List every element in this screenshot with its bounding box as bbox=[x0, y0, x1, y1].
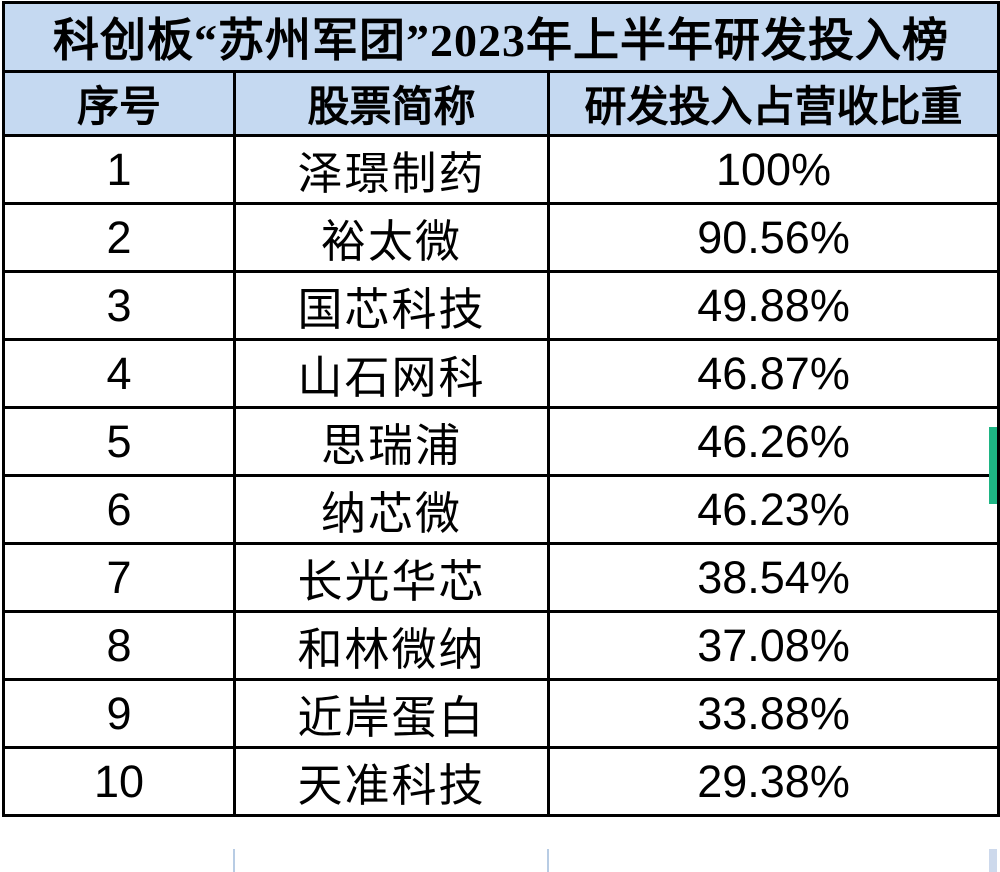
stock-name-cell[interactable]: 泽璟制药 bbox=[233, 134, 550, 205]
stock-name-cell[interactable]: 裕太微 bbox=[233, 202, 550, 273]
gridline-stub bbox=[547, 849, 549, 872]
rank-cell[interactable]: 5 bbox=[2, 406, 236, 477]
rank-cell[interactable]: 10 bbox=[2, 746, 236, 817]
table-row: 10 天准科技 29.38% bbox=[2, 746, 1000, 817]
table-row: 8 和林微纳 37.08% bbox=[2, 610, 1000, 681]
ratio-cell[interactable]: 90.56% bbox=[546, 202, 1000, 273]
gridline-stub bbox=[989, 849, 997, 872]
table-row: 9 近岸蛋白 33.88% bbox=[2, 678, 1000, 749]
table-row: 3 国芯科技 49.88% bbox=[2, 270, 1000, 341]
stock-name-cell[interactable]: 纳芯微 bbox=[233, 474, 550, 545]
rank-cell[interactable]: 9 bbox=[2, 678, 236, 749]
table-title[interactable]: 科创板“苏州军团”2023年上半年研发投入榜 bbox=[1, 1, 1000, 73]
spreadsheet-region: 科创板“苏州军团”2023年上半年研发投入榜 序号 股票简称 研发投入占营收比重… bbox=[1, 1, 1000, 817]
table-row: 4 山石网科 46.87% bbox=[2, 338, 1000, 409]
ratio-cell[interactable]: 29.38% bbox=[546, 746, 1000, 817]
stock-name-cell[interactable]: 思瑞浦 bbox=[233, 406, 550, 477]
table-row: 2 裕太微 90.56% bbox=[2, 202, 1000, 273]
rd-investment-table: 科创板“苏州军团”2023年上半年研发投入榜 序号 股票简称 研发投入占营收比重… bbox=[1, 1, 1000, 817]
ratio-cell[interactable]: 33.88% bbox=[546, 678, 1000, 749]
ratio-cell[interactable]: 46.26% bbox=[546, 406, 1000, 477]
header-row: 序号 股票简称 研发投入占营收比重 bbox=[2, 70, 1000, 137]
table-row: 1 泽璟制药 100% bbox=[2, 134, 1000, 205]
rank-cell[interactable]: 3 bbox=[2, 270, 236, 341]
column-header-ratio[interactable]: 研发投入占营收比重 bbox=[546, 70, 1000, 137]
rank-cell[interactable]: 7 bbox=[2, 542, 236, 613]
rank-cell[interactable]: 4 bbox=[2, 338, 236, 409]
rank-cell[interactable]: 8 bbox=[2, 610, 236, 681]
stock-name-cell[interactable]: 长光华芯 bbox=[233, 542, 550, 613]
table-row: 6 纳芯微 46.23% bbox=[2, 474, 1000, 545]
ratio-cell[interactable]: 49.88% bbox=[546, 270, 1000, 341]
row5-selection-marker bbox=[989, 427, 997, 504]
stock-name-cell[interactable]: 山石网科 bbox=[233, 338, 550, 409]
ratio-cell[interactable]: 37.08% bbox=[546, 610, 1000, 681]
ratio-cell[interactable]: 46.23% bbox=[546, 474, 1000, 545]
stock-name-cell[interactable]: 近岸蛋白 bbox=[233, 678, 550, 749]
ratio-cell[interactable]: 38.54% bbox=[546, 542, 1000, 613]
stock-name-cell[interactable]: 和林微纳 bbox=[233, 610, 550, 681]
rank-cell[interactable]: 6 bbox=[2, 474, 236, 545]
stock-name-cell[interactable]: 国芯科技 bbox=[233, 270, 550, 341]
rank-cell[interactable]: 1 bbox=[2, 134, 236, 205]
ratio-cell[interactable]: 100% bbox=[546, 134, 1000, 205]
title-row: 科创板“苏州军团”2023年上半年研发投入榜 bbox=[1, 1, 1000, 73]
stock-name-cell[interactable]: 天准科技 bbox=[233, 746, 550, 817]
rank-cell[interactable]: 2 bbox=[2, 202, 236, 273]
gridline-stub bbox=[233, 849, 235, 872]
ratio-cell[interactable]: 46.87% bbox=[546, 338, 1000, 409]
table-row: 7 长光华芯 38.54% bbox=[2, 542, 1000, 613]
column-header-rank[interactable]: 序号 bbox=[2, 70, 236, 137]
column-header-name[interactable]: 股票简称 bbox=[233, 70, 550, 137]
table-row: 5 思瑞浦 46.26% bbox=[2, 406, 1000, 477]
